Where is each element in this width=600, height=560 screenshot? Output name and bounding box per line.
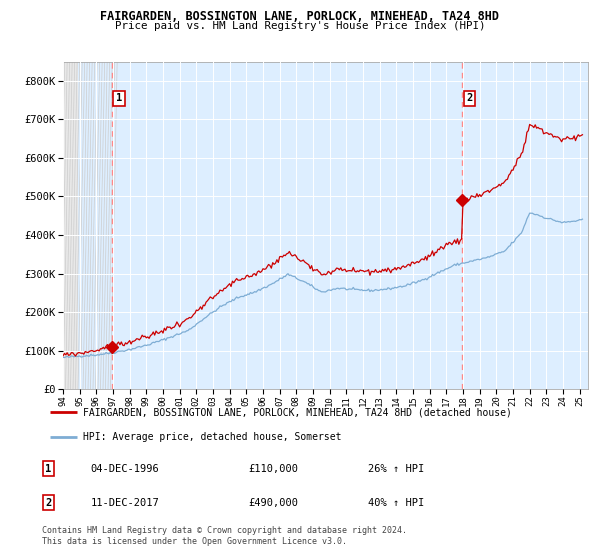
Text: 11-DEC-2017: 11-DEC-2017 [91,498,160,508]
Text: Contains HM Land Registry data © Crown copyright and database right 2024.
This d: Contains HM Land Registry data © Crown c… [42,526,407,546]
Text: 40% ↑ HPI: 40% ↑ HPI [368,498,424,508]
Text: 1: 1 [116,93,122,103]
Text: FAIRGARDEN, BOSSINGTON LANE, PORLOCK, MINEHEAD, TA24 8HD (detached house): FAIRGARDEN, BOSSINGTON LANE, PORLOCK, MI… [83,407,512,417]
Text: £490,000: £490,000 [248,498,298,508]
Bar [63,62,79,389]
Text: Price paid vs. HM Land Registry's House Price Index (HPI): Price paid vs. HM Land Registry's House … [115,21,485,31]
Text: HPI: Average price, detached house, Somerset: HPI: Average price, detached house, Some… [83,432,341,442]
Text: FAIRGARDEN, BOSSINGTON LANE, PORLOCK, MINEHEAD, TA24 8HD: FAIRGARDEN, BOSSINGTON LANE, PORLOCK, MI… [101,10,499,22]
Text: £110,000: £110,000 [248,464,298,474]
Text: 2: 2 [46,498,52,508]
Text: 1: 1 [46,464,52,474]
Text: 04-DEC-1996: 04-DEC-1996 [91,464,160,474]
Text: 26% ↑ HPI: 26% ↑ HPI [368,464,424,474]
Text: 2: 2 [466,93,472,103]
